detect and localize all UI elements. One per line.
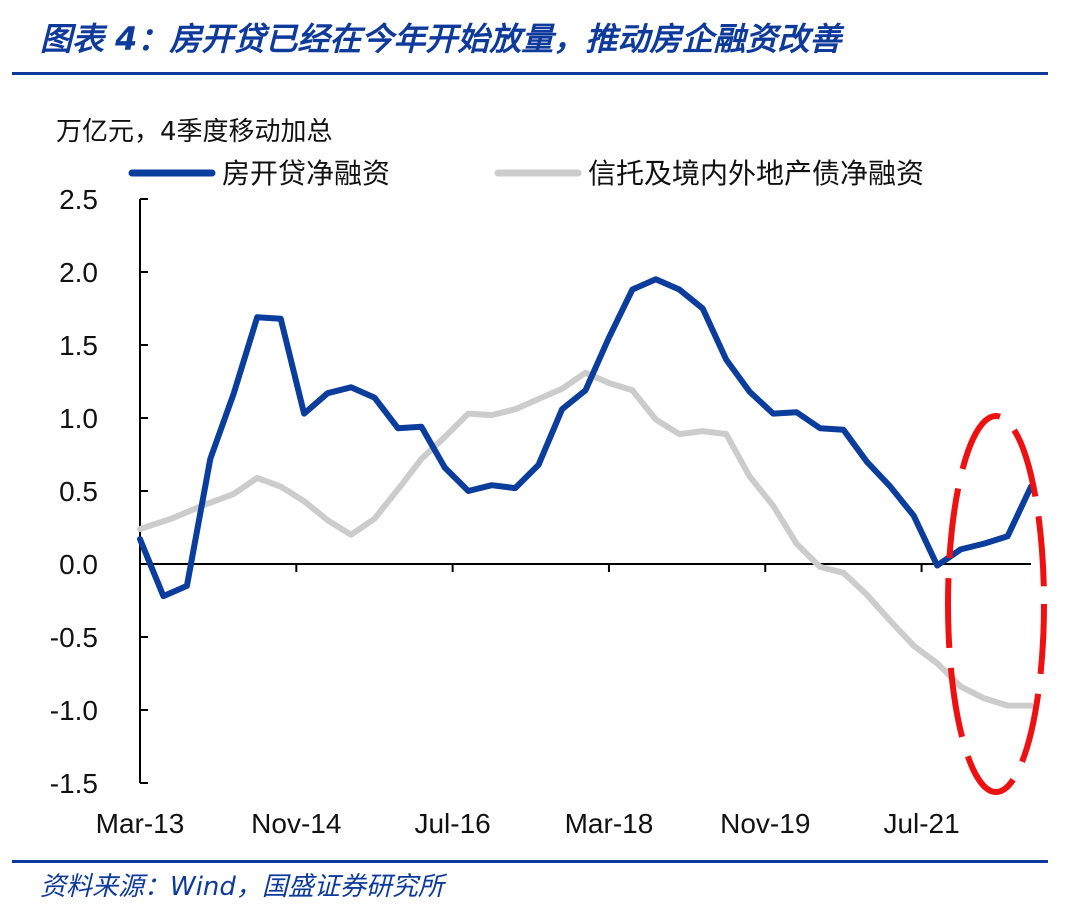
chart-title: 图表 4：房开贷已经在今年开始放量，推动房企融资改善 — [40, 20, 842, 58]
legend: 房开贷净融资 信托及境内外地产债净融资 — [128, 157, 924, 190]
y-tick-label: 0.0 — [59, 549, 98, 580]
source-note: 资料来源：Wind，国盛证券研究所 — [40, 872, 444, 902]
x-tick-label: Nov-19 — [720, 808, 810, 839]
title-divider — [12, 72, 1048, 75]
x-tick-label: Mar-13 — [96, 808, 185, 839]
y-tick-label: -1.5 — [50, 768, 98, 799]
x-tick-label: Jul-21 — [883, 808, 959, 839]
y-tick-label: 0.5 — [59, 476, 98, 507]
series-layer — [137, 276, 1034, 709]
unit-label: 万亿元，4季度移动加总 — [56, 117, 333, 147]
x-tick-label: Nov-14 — [251, 808, 341, 839]
x-tick-label: Jul-16 — [414, 808, 490, 839]
legend-label-series-2: 信托及境内外地产债净融资 — [588, 157, 924, 190]
series-line-1 — [137, 276, 1034, 600]
highlight-ellipse — [945, 413, 1047, 795]
y-tick-label: 2.0 — [59, 257, 98, 288]
series-line-2 — [137, 369, 1034, 709]
y-tick-label: 1.0 — [59, 403, 98, 434]
legend-label-series-1: 房开贷净融资 — [222, 157, 390, 190]
y-tick-label: 1.5 — [59, 330, 98, 361]
x-tick-label: Mar-18 — [565, 808, 654, 839]
y-tick-label: -1.0 — [50, 695, 98, 726]
y-tick-label: -0.5 — [50, 622, 98, 653]
axes: 2.5 2.0 1.5 1.0 0.5 0.0 -0.5 -1.0 -1.5 Mar-13 Nov-… — [50, 184, 1031, 839]
footer-divider — [12, 860, 1048, 863]
y-tick-label: 2.5 — [59, 184, 98, 215]
